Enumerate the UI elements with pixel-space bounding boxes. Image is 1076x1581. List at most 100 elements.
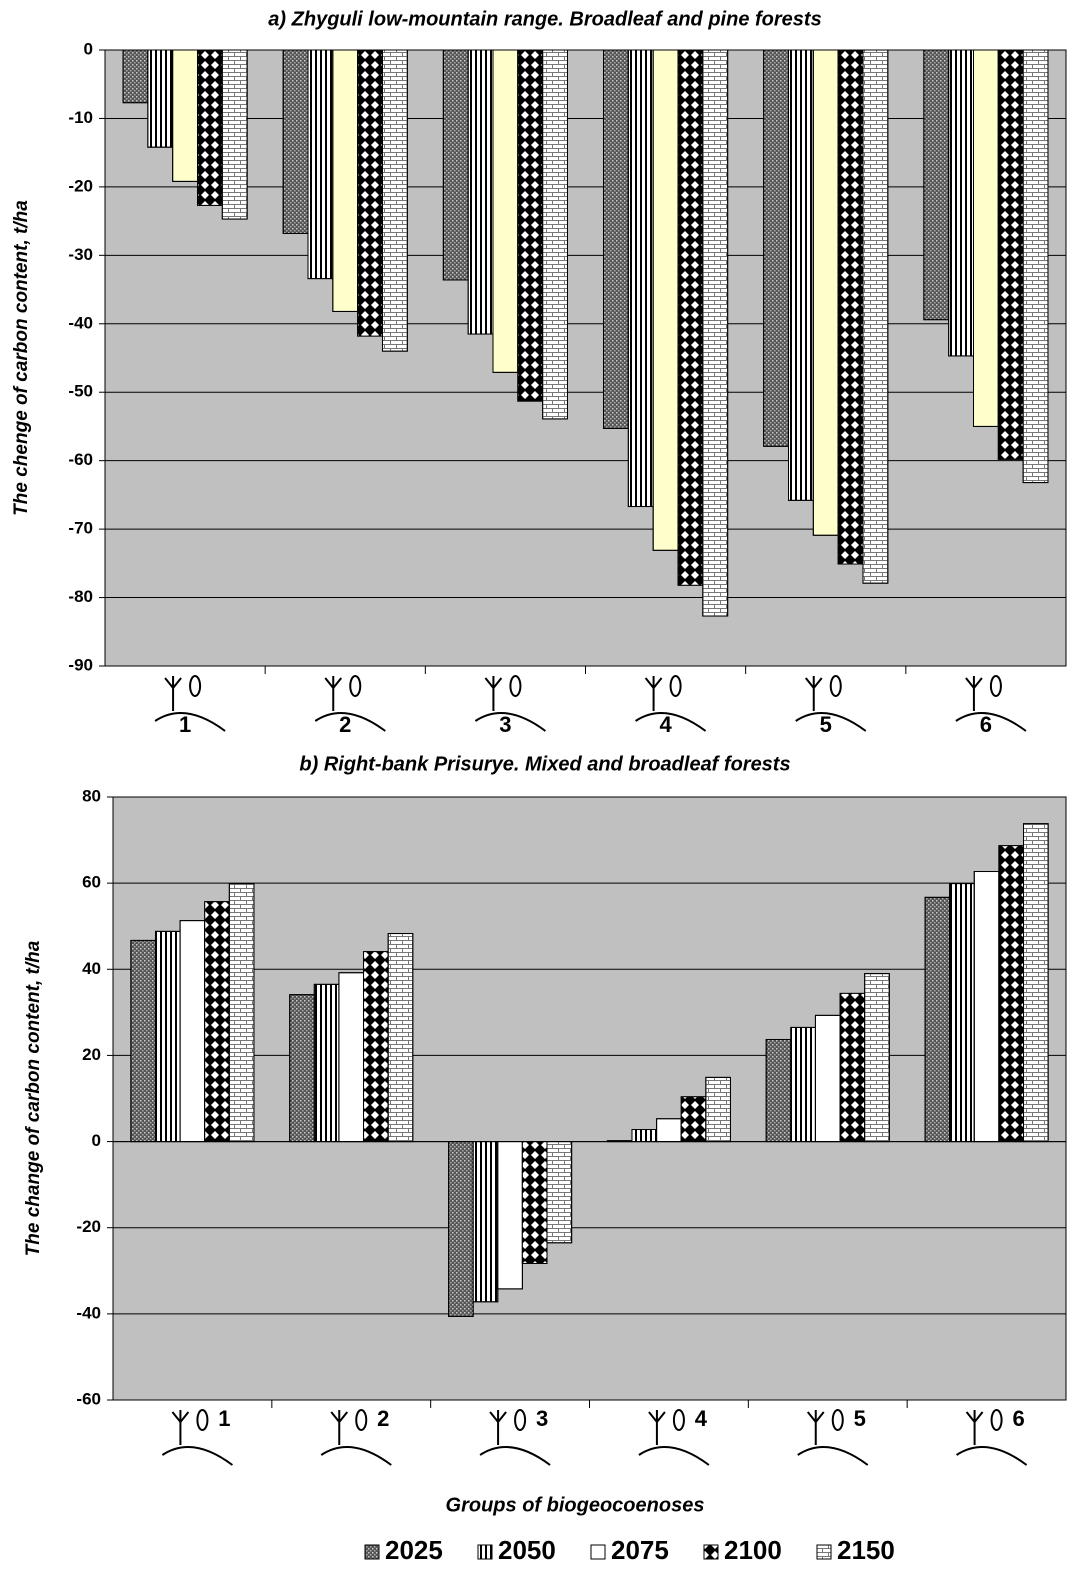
bar-texture xyxy=(680,1096,707,1143)
bar-texture xyxy=(765,1038,792,1143)
group-icon xyxy=(648,1410,666,1445)
bar-texture xyxy=(998,845,1025,1143)
group-icon xyxy=(669,675,682,697)
y-tick-label: 60 xyxy=(82,873,101,892)
group-icon xyxy=(161,1446,234,1466)
x-tick-label: 2 xyxy=(339,712,351,737)
bar-texture xyxy=(381,49,408,352)
group-icon xyxy=(189,675,202,697)
group-icon xyxy=(965,676,983,711)
legend-label: 2100 xyxy=(724,1535,782,1565)
x-tick-label: 1 xyxy=(218,1406,230,1431)
plot-area xyxy=(104,49,1067,667)
bar-texture xyxy=(923,49,950,321)
bar-texture xyxy=(147,49,174,148)
group-icon xyxy=(324,676,343,711)
group-icon xyxy=(965,1410,984,1445)
bar-texture xyxy=(997,49,1024,460)
y-tick-label: -60 xyxy=(76,1389,101,1408)
bar-texture xyxy=(154,930,181,1143)
y-axis-label: The change of carbon content, t/ha xyxy=(23,940,44,1256)
x-tick-label: 6 xyxy=(980,712,992,737)
bar-texture xyxy=(338,972,365,1143)
x-tick-label: 5 xyxy=(854,1406,866,1431)
y-tick-label: -20 xyxy=(68,176,93,195)
bar-texture xyxy=(788,49,814,501)
bar-texture xyxy=(627,49,654,508)
y-tick-label: 0 xyxy=(84,39,93,58)
bar-texture xyxy=(521,1141,548,1264)
chart-title: a) Zhyguli low-mountain range. Broadleaf… xyxy=(268,8,821,30)
bar-texture xyxy=(949,883,975,1143)
bar-texture xyxy=(542,49,568,420)
bar-texture xyxy=(172,49,198,182)
y-tick-label: -10 xyxy=(68,108,93,127)
y-tick-label: 20 xyxy=(82,1045,101,1064)
bar-texture xyxy=(652,49,679,551)
x-tick-label: 4 xyxy=(659,712,672,737)
plot-area xyxy=(112,796,1067,1401)
y-axis-label: The chenge of carbon content, t/ha xyxy=(11,200,32,516)
x-tick-label: 1 xyxy=(179,712,191,737)
bar-texture xyxy=(862,49,889,584)
legend-swatch-texture xyxy=(703,1544,719,1560)
bar-texture xyxy=(204,901,230,1143)
bar-texture xyxy=(332,49,359,312)
bar-texture xyxy=(837,49,864,565)
group-icon xyxy=(989,675,1002,697)
bar-texture xyxy=(839,992,866,1143)
y-tick-label: -60 xyxy=(68,450,93,469)
legend-label: 2025 xyxy=(385,1535,443,1565)
group-icon xyxy=(489,1410,507,1445)
bar-texture xyxy=(130,939,156,1143)
y-tick-label: -40 xyxy=(76,1303,101,1322)
y-tick-label: 40 xyxy=(82,959,101,978)
x-tick-label: 6 xyxy=(1012,1406,1024,1431)
bar-texture xyxy=(497,1141,523,1290)
bar-texture xyxy=(179,920,206,1143)
legend-label: 2075 xyxy=(611,1535,669,1565)
group-icon xyxy=(171,1410,190,1445)
bar-texture xyxy=(228,883,255,1143)
legend-swatch-texture xyxy=(590,1544,606,1560)
group-icon xyxy=(154,712,226,732)
bar-texture xyxy=(282,49,309,234)
bar-texture xyxy=(196,49,223,206)
bar-texture xyxy=(948,49,975,357)
bar-texture xyxy=(603,49,629,429)
x-tick-label: 2 xyxy=(377,1406,389,1431)
chart-title: b) Right-bank Prisurye. Mixed and broadl… xyxy=(299,753,790,775)
group-icon xyxy=(829,675,842,697)
y-tick-label: -40 xyxy=(68,313,93,332)
bar-texture xyxy=(1023,823,1049,1143)
bar-texture xyxy=(442,49,469,281)
x-tick-label: 4 xyxy=(695,1406,708,1431)
group-icon xyxy=(990,1409,1003,1431)
legend-swatch-texture xyxy=(477,1544,493,1560)
bar-texture xyxy=(289,994,315,1143)
bar-texture xyxy=(122,49,149,104)
group-icon xyxy=(635,712,707,732)
legend-swatch-texture xyxy=(364,1544,380,1560)
group-icon xyxy=(484,676,503,711)
group-icon xyxy=(474,712,547,732)
group-icon xyxy=(672,1409,685,1431)
bar-texture xyxy=(492,49,519,373)
group-icon xyxy=(355,1409,368,1431)
y-tick-label: 80 xyxy=(82,786,101,805)
legend-label: 2150 xyxy=(837,1535,895,1565)
bar-texture xyxy=(864,973,890,1143)
bar-texture xyxy=(546,1141,573,1244)
bar-texture xyxy=(472,1141,499,1303)
group-icon xyxy=(797,1446,869,1466)
x-tick-label: 3 xyxy=(499,712,511,737)
y-tick-label: -70 xyxy=(68,519,93,538)
bar-texture xyxy=(812,49,839,536)
bar-texture xyxy=(221,49,248,220)
y-tick-label: -50 xyxy=(68,382,93,401)
bar-texture xyxy=(387,933,414,1143)
group-icon xyxy=(638,1446,710,1466)
y-tick-label: 0 xyxy=(92,1131,101,1150)
bar-texture xyxy=(363,951,389,1143)
